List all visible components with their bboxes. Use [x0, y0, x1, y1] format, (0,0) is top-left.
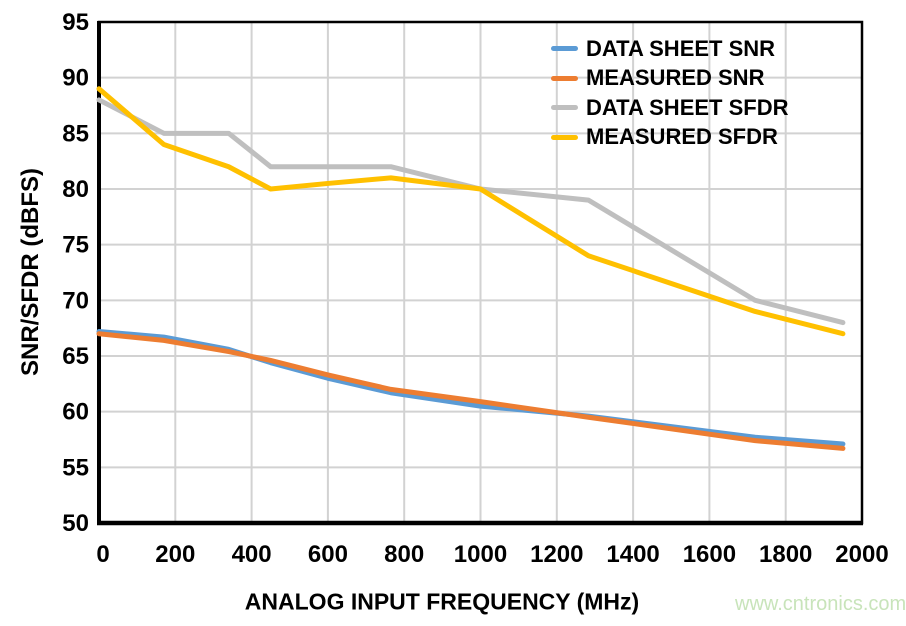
y-tick-label: 80: [62, 176, 89, 203]
x-tick-label: 1200: [530, 541, 583, 568]
legend-swatch-data-sheet-snr-icon: [551, 46, 578, 52]
x-tick-label: 800: [384, 541, 424, 568]
legend-label-data-sheet-snr: DATA SHEET SNR: [586, 35, 776, 61]
series-line: [96, 331, 846, 451]
x-tick-label: 0: [96, 541, 109, 568]
legend-label-measured-sfdr: MEASURED SFDR: [586, 124, 778, 150]
legend-item-measured-snr: MEASURED SNR: [551, 64, 788, 94]
legend-swatch-measured-sfdr-icon: [551, 134, 578, 140]
legend-swatch-data-sheet-sfdr-icon: [551, 105, 578, 111]
y-tick-label: 60: [62, 399, 89, 426]
x-tick-label: 600: [308, 541, 348, 568]
legend-swatch-measured-snr-icon: [551, 75, 578, 81]
y-axis-title: SNR/SFDR (dBFS): [17, 168, 44, 376]
x-tick-label: 1800: [759, 541, 812, 568]
x-tick-label: 400: [232, 541, 272, 568]
legend-label-data-sheet-sfdr: DATA SHEET SFDR: [586, 94, 789, 120]
y-tick-label: 65: [62, 343, 89, 370]
legend-item-data-sheet-snr: DATA SHEET SNR: [551, 34, 788, 64]
y-tick-label: 85: [62, 120, 89, 147]
x-tick-label: 200: [155, 541, 195, 568]
watermark: www.cntronics.com: [735, 593, 906, 615]
x-tick-label: 2000: [835, 541, 888, 568]
x-tick-label: 1400: [606, 541, 659, 568]
legend-item-measured-sfdr: MEASURED SFDR: [551, 123, 788, 153]
legend-label-measured-snr: MEASURED SNR: [586, 65, 765, 91]
y-tick-label: 75: [62, 232, 89, 259]
y-tick-label: 50: [62, 510, 89, 537]
x-axis-title: ANALOG INPUT FREQUENCY (MHz): [244, 588, 640, 615]
legend-item-data-sheet-sfdr: DATA SHEET SFDR: [551, 93, 788, 123]
y-tick-label: 90: [62, 65, 89, 92]
y-tick-label: 95: [62, 9, 89, 36]
x-tick-label: 1600: [683, 541, 736, 568]
series-line: [96, 86, 846, 337]
y-tick-label: 55: [62, 454, 89, 481]
series-line: [96, 97, 846, 326]
y-tick-label: 70: [62, 287, 89, 314]
x-tick-label: 1000: [454, 541, 507, 568]
legend: DATA SHEET SNR MEASURED SNR DATA SHEET S…: [551, 34, 788, 152]
